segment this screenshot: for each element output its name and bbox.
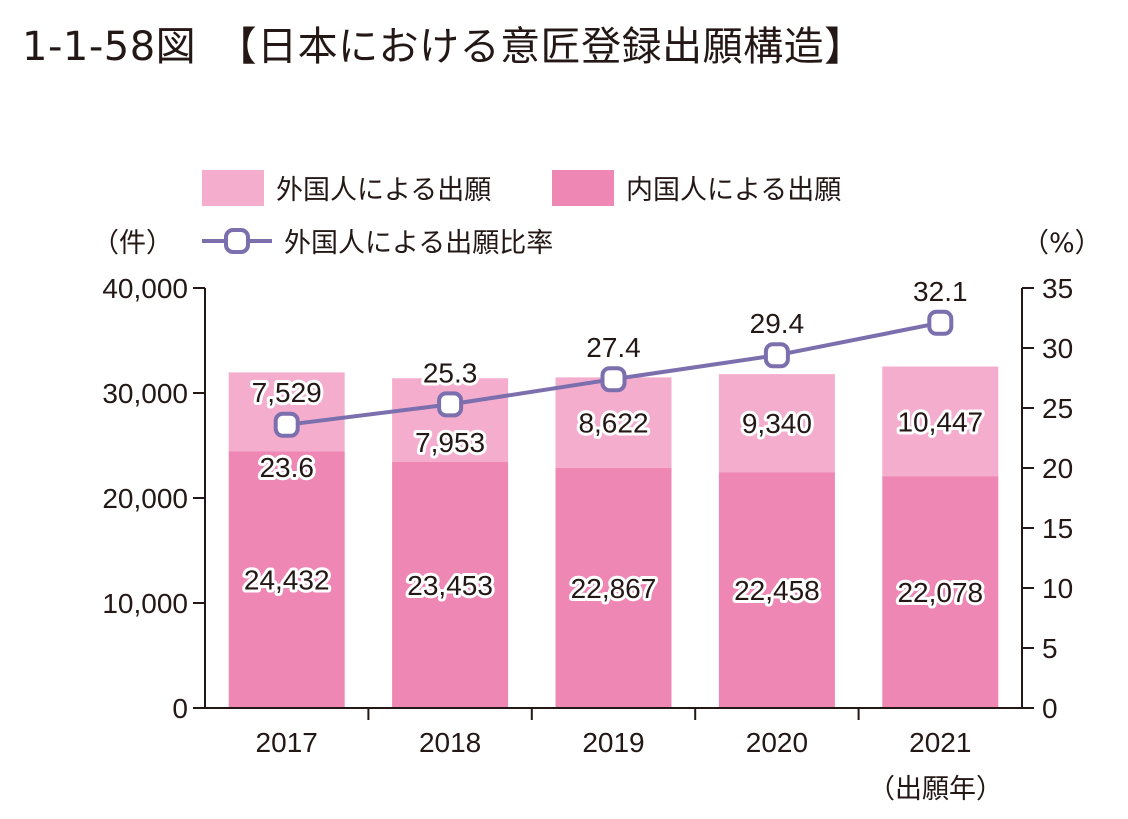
data-label-ratio: 27.4 [586, 332, 641, 363]
y2-tick-label: 5 [1042, 633, 1058, 664]
x-tick-label: 2019 [582, 727, 644, 758]
bar-domestic [555, 467, 672, 708]
bar-domestic [882, 476, 999, 708]
legend-marker-ratio [224, 228, 250, 254]
data-label-foreign: 7,953 [415, 427, 485, 458]
ratio-marker [273, 411, 300, 438]
y2-tick-label: 15 [1042, 513, 1073, 544]
legend-swatch-foreign [202, 170, 264, 206]
y-tick-label: 0 [172, 693, 188, 724]
y2-axis-unit: （%） [1022, 228, 1102, 259]
data-label-foreign: 9,340 [742, 408, 812, 439]
x-axis-unit: （出願年） [868, 774, 1003, 805]
bar-domestic [392, 461, 509, 708]
legend-label-foreign: 外国人による出願 [276, 175, 491, 206]
y-tick-label: 10,000 [102, 588, 188, 619]
data-label-ratio: 29.4 [750, 308, 805, 339]
data-label-ratio: 23.6 [259, 452, 314, 483]
x-tick-label: 2018 [419, 727, 481, 758]
data-label-ratio: 32.1 [913, 276, 968, 307]
y2-tick-label: 35 [1042, 273, 1073, 304]
bar-foreign [718, 374, 835, 473]
legend-swatch-domestic [552, 170, 614, 206]
x-tick-label: 2017 [256, 727, 318, 758]
data-label-domestic: 22,867 [571, 573, 657, 604]
data-label-domestic: 22,458 [734, 575, 820, 606]
y2-tick-label: 10 [1042, 573, 1073, 604]
data-label-foreign: 7,529 [252, 377, 322, 408]
bar-domestic [718, 472, 835, 708]
ratio-marker [437, 391, 464, 418]
y-tick-label: 30,000 [102, 378, 188, 409]
ratio-marker [600, 366, 627, 393]
y2-tick-label: 0 [1042, 693, 1058, 724]
figure-title: 1-1-58図 【日本における意匠登録出願構造】 [22, 24, 865, 70]
data-label-foreign: 8,622 [578, 408, 648, 439]
x-tick-label: 2020 [746, 727, 808, 758]
legend: 外国人による出願 内国人による出願 外国人による出願比率 [202, 170, 841, 259]
data-label-domestic: 22,078 [897, 577, 983, 608]
y-axis-unit: （件） [92, 228, 173, 259]
y2-tick-label: 25 [1042, 393, 1073, 424]
plot-area: 0 10,000 20,000 30,000 40,000 0 5 10 15 20 25 30 35 2… [102, 273, 1073, 758]
y-tick-label: 40,000 [102, 273, 188, 304]
ratio-marker [763, 342, 790, 369]
bar-foreign [882, 366, 999, 477]
data-label-foreign: 10,447 [897, 406, 983, 437]
data-label-ratio: 25.3 [423, 357, 478, 388]
bar-foreign [555, 377, 672, 468]
legend-label-ratio: 外国人による出願比率 [284, 228, 553, 259]
legend-label-domestic: 内国人による出願 [626, 175, 841, 206]
y2-tick-label: 30 [1042, 333, 1073, 364]
ratio-marker [927, 309, 954, 336]
bar-domestic [228, 451, 345, 708]
data-label-domestic: 24,432 [244, 565, 330, 596]
y2-tick-label: 20 [1042, 453, 1073, 484]
data-label-domestic: 23,453 [407, 570, 493, 601]
x-tick-label: 2021 [909, 727, 971, 758]
y-tick-label: 20,000 [102, 483, 188, 514]
